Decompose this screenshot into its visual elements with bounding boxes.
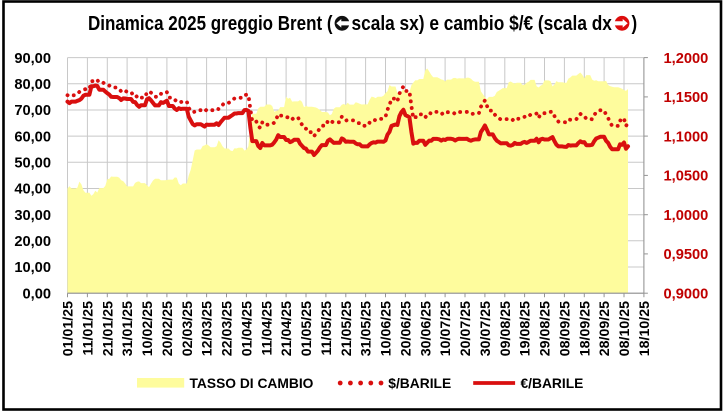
svg-text:20/07/25: 20/07/25 <box>458 301 474 356</box>
svg-text:31/01/25: 31/01/25 <box>120 301 136 356</box>
svg-text:21/04/25: 21/04/25 <box>279 301 295 356</box>
svg-text:30/07/25: 30/07/25 <box>478 301 494 356</box>
svg-text:19/08/25: 19/08/25 <box>518 301 534 356</box>
svg-text:29/08/25: 29/08/25 <box>538 301 554 356</box>
svg-text:70,00: 70,00 <box>14 103 51 119</box>
svg-text:01/05/25: 01/05/25 <box>299 301 315 356</box>
svg-text:11/01/25: 11/01/25 <box>81 301 97 356</box>
svg-text:30,00: 30,00 <box>14 208 51 224</box>
svg-text:22/03/25: 22/03/25 <box>220 301 236 356</box>
svg-text:01/04/25: 01/04/25 <box>240 301 256 356</box>
svg-text:$/BARILE: $/BARILE <box>388 376 451 391</box>
svg-text:02/03/25: 02/03/25 <box>180 301 196 356</box>
svg-text:): ) <box>632 12 638 35</box>
svg-text:40,00: 40,00 <box>14 182 51 198</box>
svg-text:10/06/25: 10/06/25 <box>379 301 395 356</box>
svg-text:10/02/25: 10/02/25 <box>140 301 156 356</box>
svg-text:21/01/25: 21/01/25 <box>100 301 116 356</box>
svg-text:1,0500: 1,0500 <box>664 169 709 185</box>
svg-text:01/01/25: 01/01/25 <box>61 301 77 356</box>
svg-text:80,00: 80,00 <box>14 77 51 93</box>
svg-text:18/09/25: 18/09/25 <box>577 301 593 356</box>
svg-text:scala sx) e cambio $/€ (scala: scala sx) e cambio $/€ (scala dx <box>352 13 613 36</box>
svg-text:08/09/25: 08/09/25 <box>558 301 574 356</box>
svg-text:31/05/25: 31/05/25 <box>359 301 375 356</box>
svg-text:90,00: 90,00 <box>14 51 51 67</box>
svg-text:10/07/25: 10/07/25 <box>438 301 454 356</box>
svg-text:18/10/25: 18/10/25 <box>637 301 653 356</box>
svg-text:0,9500: 0,9500 <box>664 247 709 263</box>
svg-text:20,00: 20,00 <box>14 234 51 250</box>
svg-text:10,00: 10,00 <box>14 260 51 276</box>
svg-text:1,1500: 1,1500 <box>664 90 709 106</box>
svg-text:11/05/25: 11/05/25 <box>319 301 335 356</box>
svg-text:TASSO DI CAMBIO: TASSO DI CAMBIO <box>190 376 314 391</box>
svg-text:28/09/25: 28/09/25 <box>597 301 613 356</box>
svg-text:20/02/25: 20/02/25 <box>160 301 176 356</box>
svg-text:0,9000: 0,9000 <box>664 286 709 302</box>
svg-text:1,0000: 1,0000 <box>664 208 709 224</box>
svg-text:Dinamica 2025 greggio Brent (: Dinamica 2025 greggio Brent ( <box>88 12 333 35</box>
svg-text:50,00: 50,00 <box>14 156 51 172</box>
svg-text:€/BARILE: €/BARILE <box>521 376 584 391</box>
svg-text:12/03/25: 12/03/25 <box>200 301 216 356</box>
svg-text:1,2000: 1,2000 <box>664 51 709 67</box>
svg-text:1,1000: 1,1000 <box>664 129 709 145</box>
svg-text:0,00: 0,00 <box>22 286 51 302</box>
svg-text:30/06/25: 30/06/25 <box>418 301 434 356</box>
svg-text:60,00: 60,00 <box>14 129 51 145</box>
svg-text:08/10/25: 08/10/25 <box>617 301 633 356</box>
svg-text:20/06/25: 20/06/25 <box>399 301 415 356</box>
svg-text:09/08/25: 09/08/25 <box>498 301 514 356</box>
svg-text:21/05/25: 21/05/25 <box>339 301 355 356</box>
svg-text:11/04/25: 11/04/25 <box>259 301 275 356</box>
